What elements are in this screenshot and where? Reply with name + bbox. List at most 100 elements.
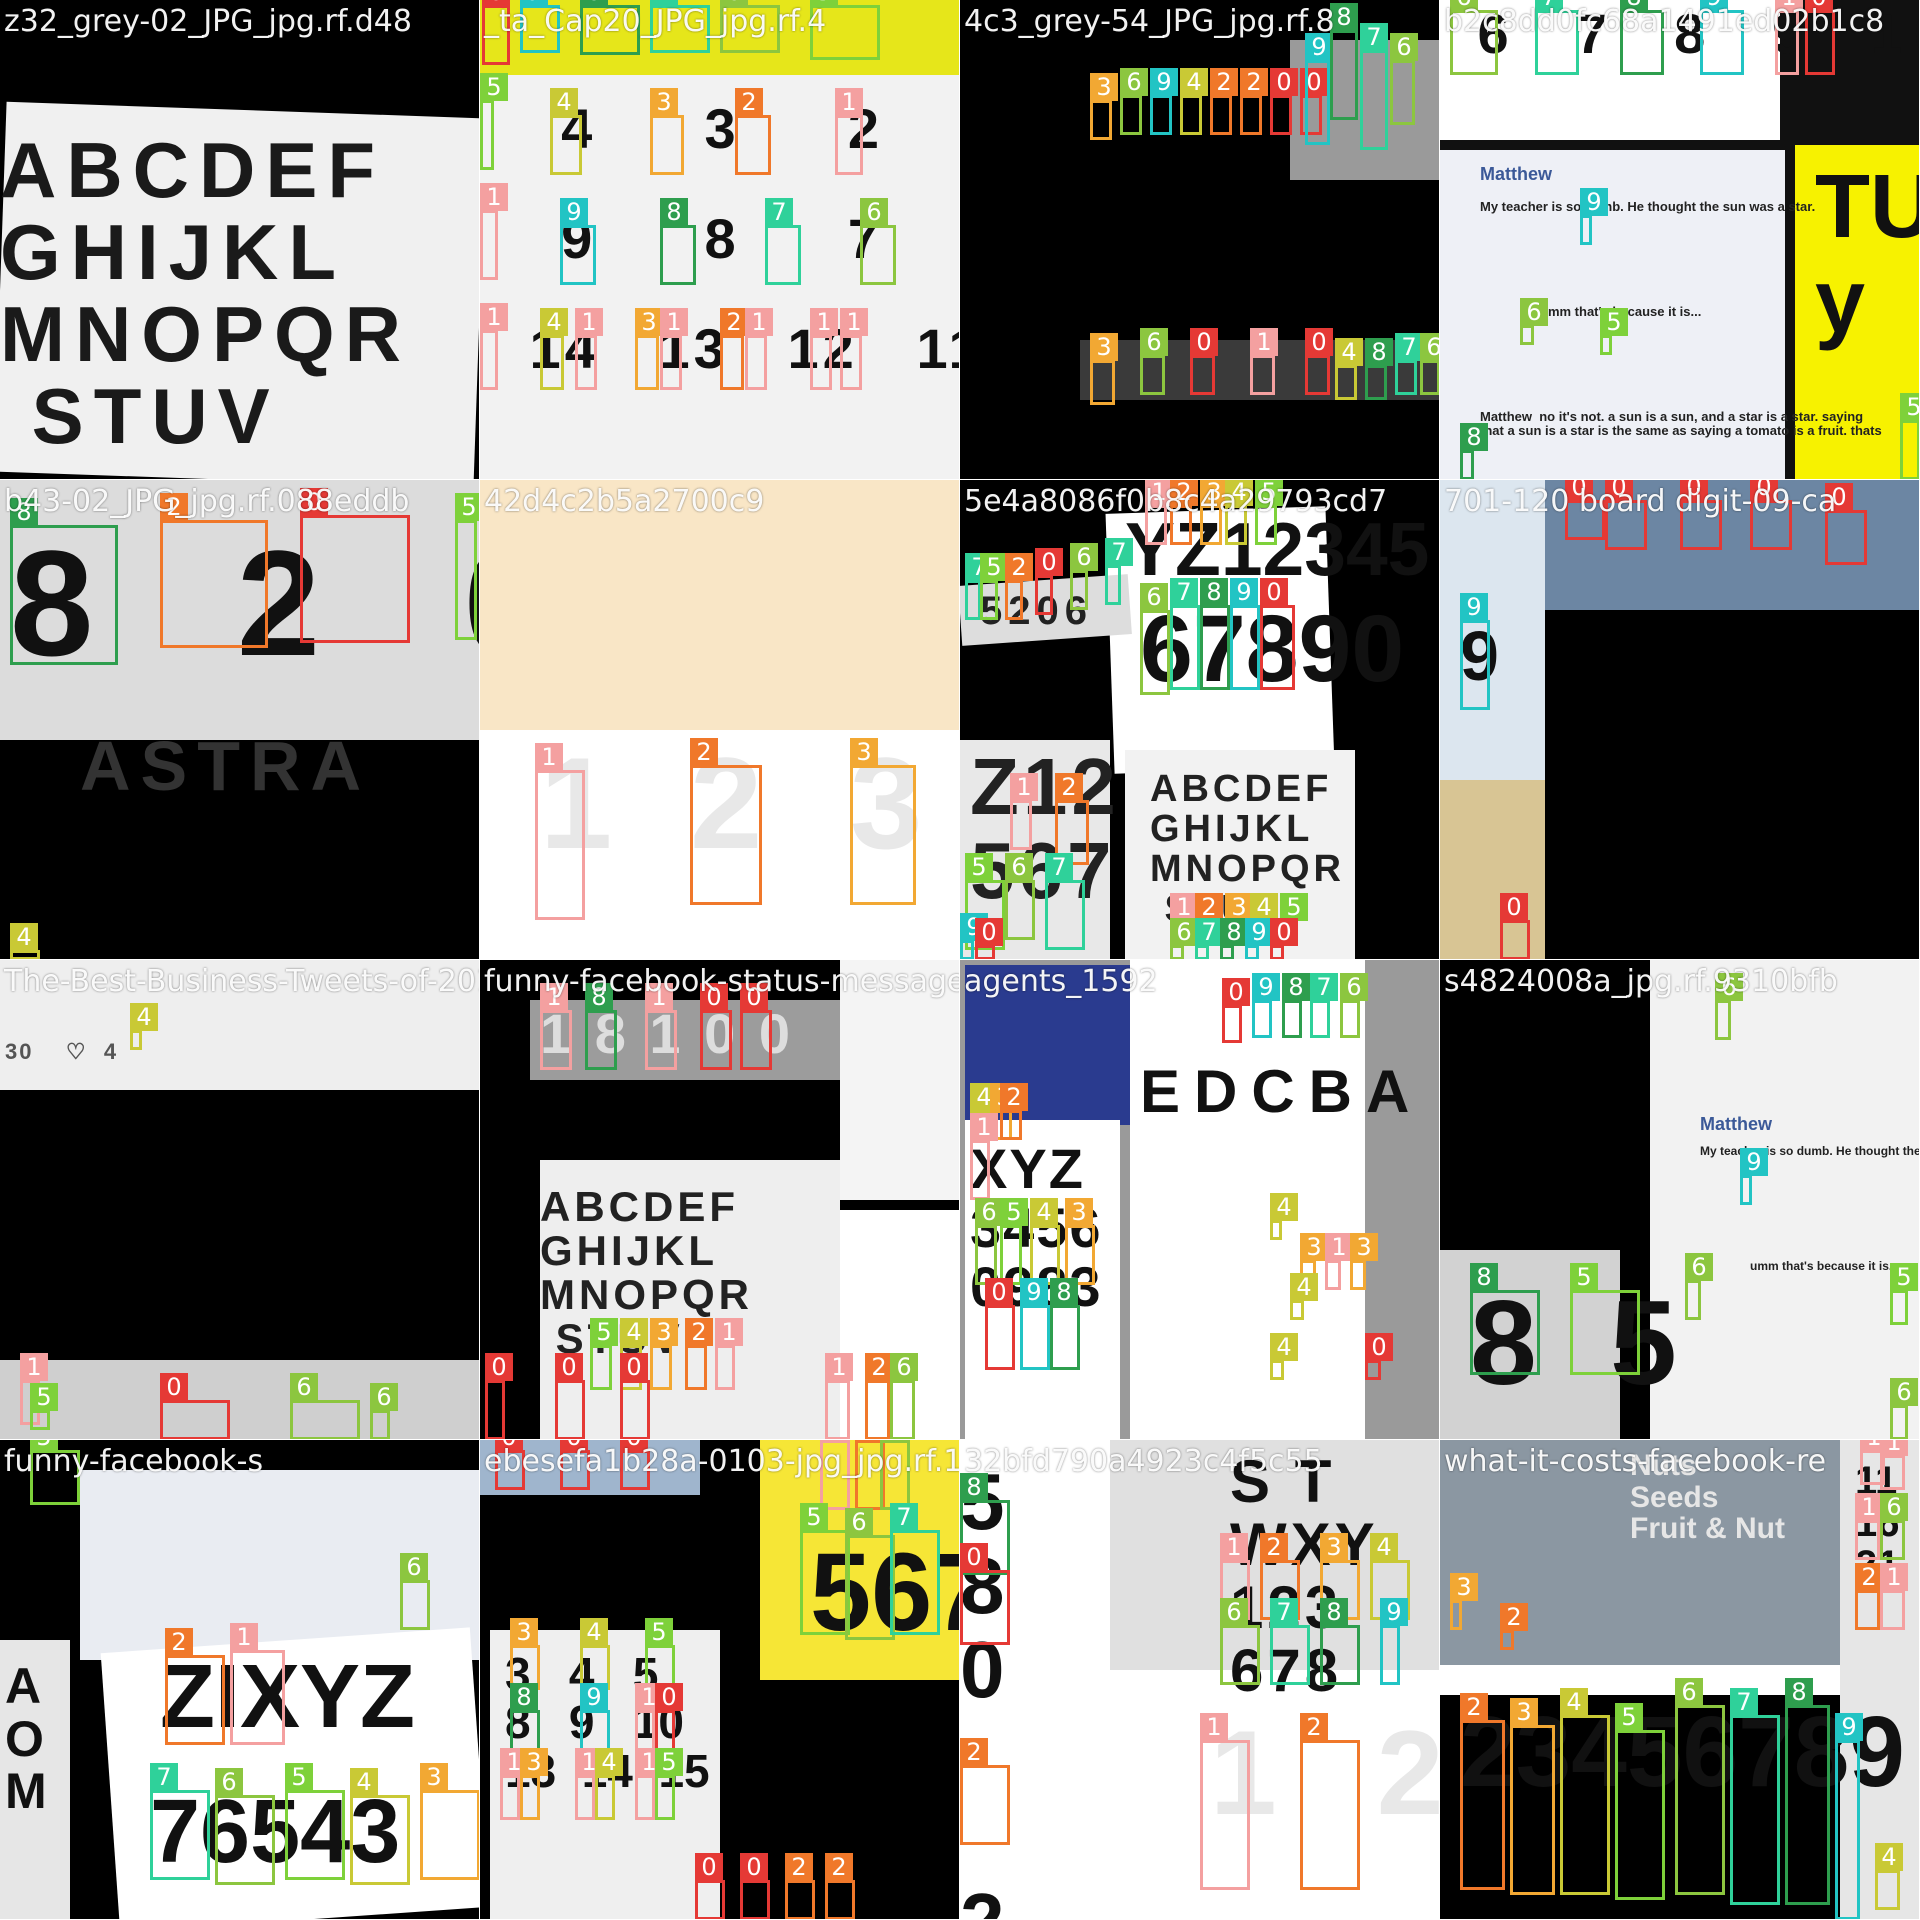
bounding-box: 7 bbox=[650, 0, 710, 53]
class-label: 6 bbox=[860, 198, 888, 226]
class-label: 6 bbox=[1005, 853, 1033, 881]
class-label: 0 bbox=[160, 1373, 188, 1401]
class-label: 6 bbox=[1140, 583, 1168, 611]
class-label: 9 bbox=[1150, 68, 1178, 96]
class-label: 7 bbox=[1270, 1598, 1298, 1626]
bounding-box: 1 bbox=[840, 308, 868, 390]
bounding-box: 5 bbox=[455, 493, 479, 640]
image-tile: 30 ♡ 4 4 1 5 0 6 6 The-Best-Business-Tweets-of-… bbox=[0, 960, 480, 1440]
class-label: 0 bbox=[1035, 548, 1063, 576]
bounding-box: 0 bbox=[300, 488, 410, 643]
class-label: 7 bbox=[1045, 853, 1073, 881]
class-label: 0 bbox=[1500, 893, 1528, 921]
bounding-box: 6 bbox=[860, 198, 896, 285]
bounding-box: 2 bbox=[960, 1738, 1010, 1845]
scene-text: 8 5 bbox=[1470, 1276, 1697, 1410]
class-label: 4 bbox=[580, 1618, 608, 1646]
class-label: 6 bbox=[880, 1440, 908, 1441]
class-label: 7 bbox=[1395, 333, 1423, 361]
class-label: 6 bbox=[975, 1198, 1003, 1226]
class-label: 2 bbox=[1005, 553, 1033, 581]
class-label: 0 bbox=[620, 1353, 648, 1381]
bounding-box: 5 bbox=[1615, 1703, 1665, 1900]
bounding-box: 1 bbox=[480, 183, 508, 280]
bounding-box: 8 bbox=[1220, 918, 1248, 959]
scene-text: Nuts Seeds Fruit & Nut bbox=[1630, 1449, 1785, 1545]
bounding-box: 4 bbox=[1560, 1688, 1610, 1895]
bounding-box: 4 bbox=[1250, 893, 1278, 940]
image-tile: ABCDEF GHIJKL MNOPQR STUV z32_grey-02_JPG… bbox=[0, 0, 480, 480]
bounding-box: 1 bbox=[1880, 1563, 1908, 1630]
bounding-box: 4 bbox=[1335, 338, 1363, 400]
class-label: 0 bbox=[495, 1440, 523, 1451]
bounding-box: 8 bbox=[1470, 1263, 1540, 1375]
bounding-box: 0 bbox=[1222, 978, 1250, 1043]
class-label: 4 bbox=[1225, 480, 1253, 506]
bounding-box: 0 bbox=[740, 983, 772, 1070]
bounding-box: 1 bbox=[715, 1318, 743, 1390]
bounding-box: 2 bbox=[1460, 1693, 1505, 1890]
bounding-box: 6 bbox=[975, 1198, 1003, 1285]
class-label: 2 bbox=[1195, 893, 1223, 921]
scene-region bbox=[1650, 960, 1919, 1439]
class-label: 0 bbox=[1825, 483, 1853, 511]
bounding-box: 7 bbox=[1170, 578, 1200, 690]
class-label: 8 bbox=[1470, 1263, 1498, 1291]
tile-filename: what-it-costs-facebook-re bbox=[1444, 1444, 1827, 1479]
scene-region bbox=[1440, 1665, 1840, 1695]
class-label: 9 bbox=[1740, 1148, 1768, 1176]
class-label: 3 bbox=[1300, 1233, 1328, 1261]
bounding-box: 7 bbox=[1395, 333, 1423, 395]
class-label: 5 bbox=[800, 1503, 828, 1531]
bounding-box: 6 bbox=[1715, 973, 1743, 1040]
bounding-box: 5 bbox=[480, 73, 508, 170]
bounding-box: 2 bbox=[1500, 1603, 1528, 1650]
class-label: 5 bbox=[810, 0, 838, 6]
bounding-box: 9 bbox=[560, 198, 596, 285]
scene-region bbox=[0, 960, 479, 1090]
bounding-box: 5 bbox=[1890, 1263, 1918, 1325]
image-tile: YZ12345 67890 5206 Z12 567 ABCDEF GHIJKL MNO… bbox=[960, 480, 1440, 960]
class-label: 4 bbox=[620, 1318, 648, 1346]
class-label: 7 bbox=[765, 198, 793, 226]
bounding-box: 9 bbox=[580, 1683, 610, 1755]
scene-region bbox=[760, 1440, 959, 1680]
bounding-box: 0 bbox=[1605, 480, 1647, 550]
scene-text: Matthew bbox=[1700, 1114, 1772, 1134]
bounding-box: 5 bbox=[655, 1748, 683, 1820]
bounding-box: 2 bbox=[1170, 480, 1198, 545]
class-label: 0 bbox=[560, 1440, 588, 1451]
bounding-box: 0 bbox=[740, 1853, 770, 1919]
class-label: 1 bbox=[645, 983, 673, 1011]
bounding-box: 7 bbox=[1535, 0, 1579, 75]
class-label: 5 bbox=[980, 553, 1008, 581]
class-label: 7 bbox=[1195, 918, 1223, 946]
class-label: 9 bbox=[580, 1683, 608, 1711]
class-label: 2 bbox=[1240, 68, 1268, 96]
class-label: 7 bbox=[1730, 1688, 1758, 1716]
tile-filename: 42d4c2b5a2700c9 bbox=[484, 484, 765, 519]
bounding-box: 7 bbox=[890, 1503, 940, 1635]
class-label: 2 bbox=[160, 493, 188, 521]
class-label: 5 bbox=[1570, 1263, 1598, 1291]
bounding-box: 0 bbox=[1260, 578, 1295, 690]
image-tile: 1 2 3 1 2 3 42d4c2b5a2700c9 bbox=[480, 480, 960, 960]
image-tile: 9 0 0 0 0 0 9 0 701-120 board digit-09-ca bbox=[1440, 480, 1920, 960]
class-label: 3 bbox=[1225, 893, 1253, 921]
bounding-box: 0 bbox=[1565, 480, 1605, 540]
class-label: 1 bbox=[840, 308, 868, 336]
bounding-box: 0 bbox=[1270, 918, 1298, 959]
class-label: 1 bbox=[480, 303, 508, 331]
bounding-box: 1 bbox=[1145, 480, 1173, 545]
class-label: 8 bbox=[1785, 1678, 1813, 1706]
bounding-box: 1 bbox=[645, 983, 677, 1070]
class-label: 1 bbox=[1880, 1563, 1908, 1591]
scene-text: 76543 bbox=[150, 1782, 401, 1882]
class-label: 0 bbox=[300, 488, 328, 516]
bounding-box: 1 bbox=[635, 1748, 663, 1820]
class-label: 1 bbox=[230, 1623, 258, 1651]
bounding-box: 4 bbox=[10, 923, 40, 959]
class-label: 1 bbox=[660, 308, 688, 336]
